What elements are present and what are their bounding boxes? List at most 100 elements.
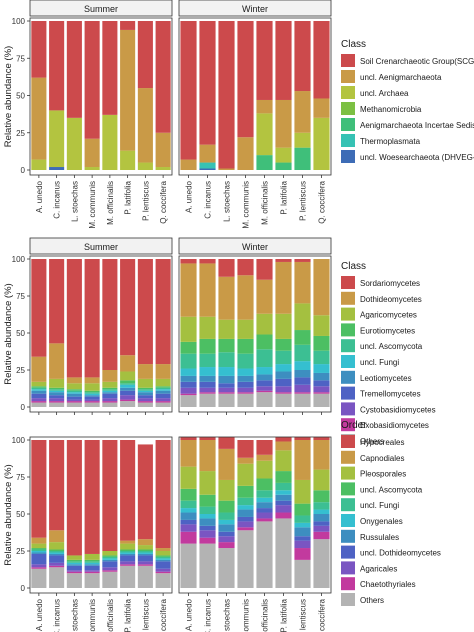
legend-swatch	[341, 370, 355, 384]
bar-segment	[155, 555, 171, 557]
bar-segment	[294, 440, 311, 480]
bar-segment	[218, 500, 235, 513]
bar-segment	[31, 387, 47, 390]
bar-segment	[137, 444, 153, 540]
bar-segment	[84, 396, 100, 400]
bar-segment	[120, 21, 136, 30]
legend-label: Others	[360, 596, 384, 605]
bar-segment	[218, 542, 235, 549]
bar-segment	[137, 364, 153, 379]
bar-segment	[155, 393, 171, 399]
bar-segment	[313, 315, 330, 336]
legend-label: Dothideomycetes	[360, 295, 422, 304]
bar-segment	[256, 508, 273, 513]
legend-label: Leotiomycetes	[360, 374, 412, 383]
legend-swatch	[341, 276, 355, 289]
legend-title: Class	[341, 39, 366, 50]
bar-segment	[84, 392, 100, 394]
bar-segment	[237, 137, 254, 170]
bar-segment	[256, 99, 273, 114]
bar-segment	[84, 570, 100, 572]
bar-segment	[102, 555, 118, 557]
bar-segment	[31, 381, 47, 387]
legend-swatch	[341, 386, 355, 400]
panel-border	[178, 255, 332, 413]
bar-segment	[237, 521, 254, 528]
bar-segment	[155, 548, 171, 551]
bar-segment	[31, 401, 47, 403]
bar-segment	[66, 383, 82, 390]
bar-segment	[31, 564, 47, 568]
bar-segment	[256, 259, 273, 280]
facet-winter: A. unedo C. incanus L. stoechas M. communis…	[178, 436, 332, 632]
bar-segment	[66, 402, 82, 407]
facet-strip	[178, 0, 332, 17]
bar-segment	[275, 261, 292, 314]
bar-segment	[155, 561, 171, 569]
bar-segment	[275, 518, 292, 588]
bar-segment	[155, 440, 171, 549]
bar-segment	[49, 110, 65, 168]
bar-segment	[102, 21, 118, 115]
bar-segment	[294, 392, 311, 394]
bar-segment	[49, 440, 65, 531]
bar-segment	[120, 371, 136, 381]
bar-segment	[31, 552, 47, 554]
bar-segment	[218, 437, 235, 449]
bar-segment	[66, 573, 82, 588]
x-tick-label: A. unedo	[185, 598, 194, 631]
x-tick-label: M. communis	[88, 599, 97, 632]
y-axis-label: Relative abundance (%)	[3, 46, 14, 147]
bar-segment	[120, 440, 136, 541]
x-tick-label: L. stoechas	[223, 181, 232, 222]
bar-segment	[31, 259, 47, 357]
facet-strip	[29, 0, 173, 17]
bar-segment	[199, 514, 216, 519]
bar-segment	[66, 117, 82, 170]
x-tick-label: L. stoechas	[70, 181, 79, 222]
bar-segment	[49, 562, 65, 566]
bar-segment	[49, 167, 65, 170]
bar-segment	[313, 364, 330, 373]
bar-segment	[31, 549, 47, 551]
bar-segment	[31, 398, 47, 402]
bar-segment	[84, 402, 100, 407]
bar-segment	[218, 338, 235, 353]
legend-label: Sordariomycetes	[360, 279, 420, 288]
bar-segment	[294, 540, 311, 549]
bar-segment	[120, 551, 136, 553]
bar-segment	[180, 259, 197, 264]
bar-segment	[84, 377, 100, 384]
legend-label: Pleosporales	[360, 470, 406, 479]
bar-segment	[102, 571, 118, 588]
bar-segment	[199, 367, 216, 376]
bar-segment	[256, 21, 273, 100]
bar-segment	[66, 562, 82, 565]
bar-segment	[237, 463, 254, 486]
legend-swatch	[341, 339, 355, 353]
bar-segment	[137, 555, 153, 562]
bar-segment	[66, 393, 82, 397]
x-tick-label: P. lentiscus	[141, 599, 150, 632]
legend-swatch	[341, 545, 355, 559]
bar-segment	[218, 392, 235, 394]
bar-segment	[275, 350, 292, 365]
bar-segment	[180, 387, 197, 394]
bar-segment	[237, 393, 254, 407]
x-tick-label: M. officinalis	[261, 599, 270, 632]
bar-segment	[120, 384, 136, 388]
bar-segment	[275, 21, 292, 100]
bar-segment	[313, 437, 330, 440]
bar-segment	[313, 380, 330, 387]
x-tick-label: Q. coccifera	[159, 180, 168, 223]
legend-swatch	[341, 402, 355, 416]
bar-segment	[180, 21, 197, 160]
bar-segment	[120, 540, 136, 544]
bar-segment	[256, 155, 273, 170]
legend: Order Hypocreales Capnodiales Pleosporales u…	[341, 420, 441, 606]
legend-title: Class	[341, 261, 366, 272]
legend-swatch	[341, 355, 355, 368]
bar-segment	[218, 519, 235, 525]
y-tick-label: 75	[16, 292, 25, 301]
bar-segment	[275, 482, 292, 491]
